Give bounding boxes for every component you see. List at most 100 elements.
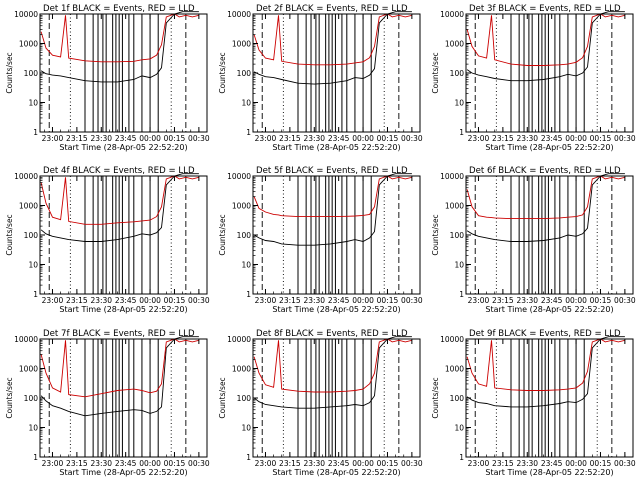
x-tick-label: 23:15 <box>66 296 88 305</box>
y-tick-label: 100 <box>24 69 39 78</box>
y-axis-label: Counts/sec <box>218 214 227 255</box>
series-lld <box>40 175 200 225</box>
detector-panel: Det 3f BLACK = Events, RED = LLD 1 10 100 10… <box>431 4 636 152</box>
y-tick-label: 1 <box>246 453 251 462</box>
y-tick-label: 10000 <box>227 10 251 19</box>
plot-frame <box>252 13 421 133</box>
x-axis-label: Start Time (28-Apr-05 22:52:20) <box>485 305 613 314</box>
x-tick-label: 23:15 <box>492 296 514 305</box>
x-tick-label: 23:45 <box>115 134 137 143</box>
plot-frame <box>252 175 421 295</box>
x-tick-label: 23:30 <box>303 459 325 468</box>
series-lld <box>253 13 413 66</box>
plot-frame <box>39 175 208 295</box>
y-tick-label: 1000 <box>232 40 251 49</box>
x-tick-label: 23:15 <box>66 134 88 143</box>
y-tick-label: 10000 <box>227 172 251 181</box>
x-tick-label: 00:00 <box>139 296 161 305</box>
panel-title: Det 4f BLACK = Events, RED = LLD <box>43 166 195 176</box>
y-tick-label: 10000 <box>227 335 251 344</box>
y-tick-label: 1000 <box>232 365 251 374</box>
panel-title: Det 1f BLACK = Events, RED = LLD <box>43 4 195 14</box>
x-tick-label: 23:00 <box>42 296 64 305</box>
y-tick-label: 1 <box>33 128 38 137</box>
x-tick-label: 00:15 <box>590 134 612 143</box>
x-tick-label: 00:15 <box>377 296 399 305</box>
series-lld <box>40 13 200 63</box>
x-tick-label: 23:45 <box>328 296 350 305</box>
x-tick-label: 23:30 <box>303 134 325 143</box>
x-tick-label: 23:00 <box>255 459 277 468</box>
series-events <box>40 173 199 242</box>
y-tick-label: 100 <box>237 69 252 78</box>
series-lld <box>40 338 200 398</box>
x-tick-label: 23:30 <box>516 134 538 143</box>
x-tick-label: 00:30 <box>401 459 423 468</box>
x-tick-label: 23:00 <box>255 296 277 305</box>
x-tick-label: 23:15 <box>279 296 301 305</box>
x-tick-label: 00:30 <box>188 296 210 305</box>
x-tick-label: 00:00 <box>352 459 374 468</box>
series-lld <box>466 13 626 66</box>
detector-panel: Det 1f BLACK = Events, RED = LLD 1 10 100 10… <box>5 4 210 152</box>
y-tick-label: 1000 <box>19 365 38 374</box>
y-axis-label: Counts/sec <box>5 214 14 255</box>
plot-frame <box>252 338 421 458</box>
x-tick-label: 23:45 <box>541 459 563 468</box>
series-lld <box>253 175 413 218</box>
panel-title: Det 7f BLACK = Events, RED = LLD <box>43 329 195 339</box>
x-tick-label: 23:15 <box>66 459 88 468</box>
x-tick-label: 23:15 <box>279 134 301 143</box>
series-events <box>253 173 412 246</box>
x-tick-label: 23:00 <box>42 134 64 143</box>
y-tick-label: 1 <box>459 290 464 299</box>
y-axis-label: Counts/sec <box>431 377 440 418</box>
x-tick-label: 00:30 <box>401 296 423 305</box>
x-axis-label: Start Time (28-Apr-05 22:52:20) <box>272 468 400 477</box>
series-events <box>40 336 199 417</box>
x-tick-label: 00:15 <box>164 296 186 305</box>
y-tick-label: 1 <box>246 290 251 299</box>
y-tick-label: 100 <box>237 231 252 240</box>
series-lld <box>253 338 413 393</box>
series-events <box>253 11 412 85</box>
y-tick-label: 10 <box>241 261 251 270</box>
plot-frame <box>465 338 634 458</box>
x-tick-label: 00:00 <box>139 459 161 468</box>
y-tick-label: 1000 <box>19 40 38 49</box>
x-tick-label: 23:00 <box>468 134 490 143</box>
y-tick-label: 10 <box>28 261 38 270</box>
x-tick-label: 23:15 <box>492 459 514 468</box>
panel-title: Det 8f BLACK = Events, RED = LLD <box>256 329 408 339</box>
x-tick-label: 00:30 <box>614 296 636 305</box>
series-events <box>466 11 625 82</box>
x-tick-label: 00:15 <box>590 296 612 305</box>
x-tick-label: 00:00 <box>565 296 587 305</box>
x-axis-label: Start Time (28-Apr-05 22:52:20) <box>272 305 400 314</box>
y-axis-label: Counts/sec <box>5 52 14 93</box>
x-tick-label: 00:00 <box>352 296 374 305</box>
series-lld <box>466 338 626 391</box>
x-tick-label: 23:45 <box>328 459 350 468</box>
y-axis-label: Counts/sec <box>218 377 227 418</box>
x-tick-label: 00:00 <box>565 459 587 468</box>
x-tick-label: 00:30 <box>188 134 210 143</box>
x-axis-label: Start Time (28-Apr-05 22:52:20) <box>59 468 187 477</box>
x-tick-label: 23:45 <box>328 134 350 143</box>
y-tick-label: 1000 <box>445 202 464 211</box>
x-tick-label: 23:30 <box>90 296 112 305</box>
y-tick-label: 1000 <box>232 202 251 211</box>
x-tick-label: 23:30 <box>516 296 538 305</box>
y-tick-label: 1000 <box>445 40 464 49</box>
series-events <box>466 173 625 242</box>
panel-title: Det 5f BLACK = Events, RED = LLD <box>256 166 408 176</box>
y-tick-label: 10 <box>28 424 38 433</box>
x-tick-label: 23:00 <box>468 459 490 468</box>
detector-panel: Det 2f BLACK = Events, RED = LLD 1 10 100 10… <box>218 4 423 152</box>
x-tick-label: 23:00 <box>42 459 64 468</box>
y-tick-label: 1 <box>459 128 464 137</box>
x-tick-label: 00:15 <box>164 134 186 143</box>
y-tick-label: 100 <box>450 69 465 78</box>
y-axis-label: Counts/sec <box>431 52 440 93</box>
